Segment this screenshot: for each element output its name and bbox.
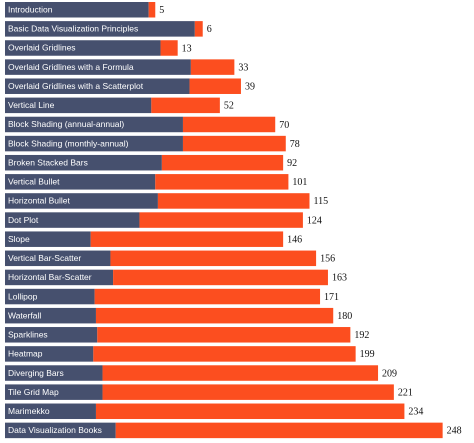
value-label: 234 <box>408 407 423 418</box>
value-label: 180 <box>337 311 352 322</box>
bar-segment <box>5 21 195 37</box>
value-label: 78 <box>290 139 300 150</box>
bar-segment <box>5 288 95 305</box>
value-label: 192 <box>354 330 369 341</box>
value-label: 101 <box>292 177 307 188</box>
bar-segment <box>90 231 284 247</box>
bar-segment <box>5 269 114 286</box>
bar-segment <box>113 269 328 286</box>
bar-segment <box>95 307 334 324</box>
value-label: 221 <box>398 387 413 398</box>
bar-segment <box>161 154 284 171</box>
bar-segment <box>182 116 276 133</box>
category-label: Diverging Bars <box>8 368 64 378</box>
value-label: 171 <box>324 292 339 303</box>
bar-segment <box>155 174 289 190</box>
category-label: Block Shading (monthly-annual) <box>8 138 129 148</box>
bar-segment <box>160 40 178 56</box>
bar-segment <box>5 116 183 133</box>
bar-segment <box>93 346 356 362</box>
value-label: 39 <box>245 82 255 93</box>
bar-segment <box>189 78 241 94</box>
bar-segment <box>151 97 220 114</box>
bar-segment <box>5 2 149 18</box>
category-label: Marimekko <box>8 406 50 416</box>
bar-segment <box>110 250 317 267</box>
bar-segment <box>5 422 116 439</box>
category-label: Slope <box>8 234 30 244</box>
value-label: 248 <box>447 426 462 437</box>
category-label: Sparklines <box>8 330 48 340</box>
value-label: 92 <box>287 158 297 169</box>
bar-segment <box>5 384 103 400</box>
bar-segment <box>5 78 190 94</box>
category-label: Lollipop <box>8 291 38 301</box>
category-label: Overlaid Gridlines <box>8 43 76 53</box>
category-label: Horizontal Bar-Scatter <box>8 272 92 282</box>
value-label: 156 <box>320 254 335 265</box>
value-label: 33 <box>238 62 248 73</box>
value-label: 124 <box>307 215 322 226</box>
category-label: Broken Stacked Bars <box>8 157 88 167</box>
value-label: 70 <box>279 120 289 131</box>
value-label: 5 <box>159 5 164 16</box>
bar-segment <box>5 327 98 343</box>
value-label: 115 <box>314 196 329 207</box>
bar-segment <box>102 384 394 400</box>
bar-segment <box>5 40 161 56</box>
value-label: 146 <box>287 234 302 245</box>
bar-segment <box>97 327 351 343</box>
bar-segment <box>5 193 158 209</box>
category-label: Data Visualization Books <box>8 425 102 435</box>
bar-segment <box>182 135 286 152</box>
value-label: 209 <box>382 368 397 379</box>
bar-segment <box>5 346 94 362</box>
bar-segment <box>5 307 96 324</box>
bar-segment <box>5 212 140 228</box>
value-label: 52 <box>224 101 234 112</box>
bar-segment <box>5 97 152 114</box>
category-label: Vertical Bullet <box>8 177 60 187</box>
bar-segment <box>148 2 156 18</box>
bar-segment <box>5 365 103 381</box>
value-label: 13 <box>182 43 192 54</box>
value-label: 163 <box>332 273 347 284</box>
bar-segment <box>94 288 321 305</box>
category-label: Overlaid Gridlines with a Scatterplot <box>8 81 144 91</box>
bar-segment <box>5 231 91 247</box>
bar-segment <box>5 59 191 75</box>
category-label: Horizontal Bullet <box>8 196 71 206</box>
value-label: 6 <box>207 24 212 35</box>
value-label: 199 <box>360 349 375 360</box>
bar-segment <box>5 250 111 267</box>
bar-segment <box>95 403 405 420</box>
category-label: Heatmap <box>8 349 43 359</box>
category-label: Tile Grid Map <box>8 387 59 397</box>
category-label: Dot Plot <box>8 215 39 225</box>
bar-segment <box>157 193 310 209</box>
category-label: Introduction <box>8 5 53 15</box>
category-label: Block Shading (annual-annual) <box>8 119 124 129</box>
bar-segment <box>115 422 443 439</box>
category-label: Vertical Line <box>8 100 55 110</box>
category-label: Basic Data Visualization Principles <box>8 24 138 34</box>
bar-segment <box>194 21 203 37</box>
bar-segment <box>5 154 162 171</box>
category-label: Waterfall <box>8 310 41 320</box>
category-label: Vertical Bar-Scatter <box>8 253 81 263</box>
bar-segment <box>5 135 183 152</box>
bar-segment <box>139 212 303 228</box>
bar-segment <box>5 174 156 190</box>
bar-segment <box>102 365 379 381</box>
bar-segment <box>190 59 235 75</box>
bar-segment <box>5 403 96 420</box>
category-label: Overlaid Gridlines with a Formula <box>8 62 134 72</box>
